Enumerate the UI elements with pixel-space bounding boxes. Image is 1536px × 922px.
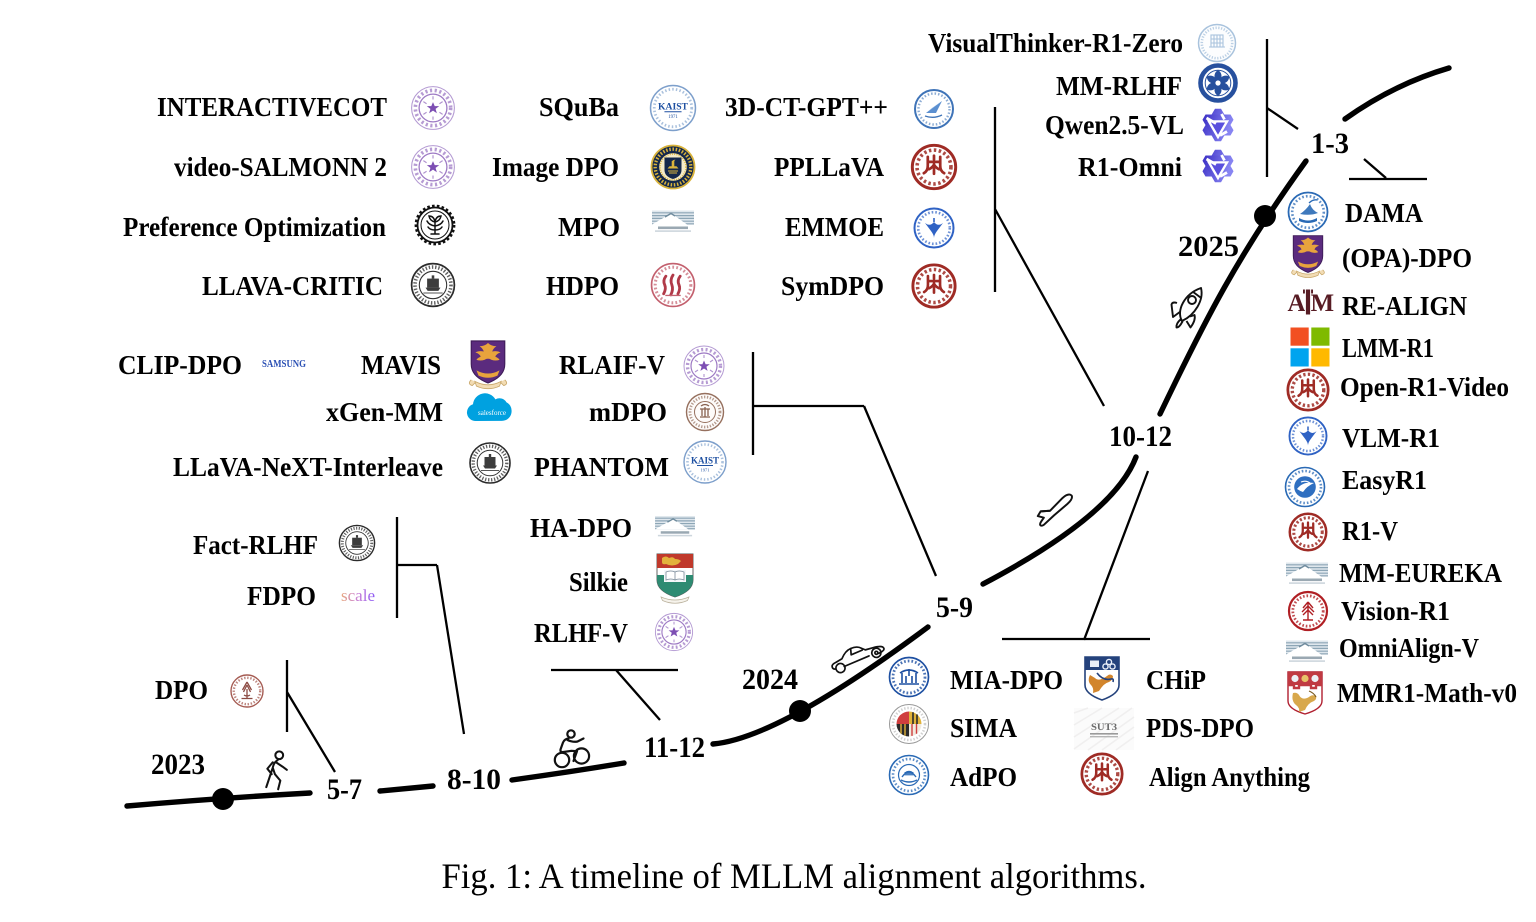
svg-text:Fact-RLHF: Fact-RLHF: [193, 530, 318, 560]
svg-text:Image DPO: Image DPO: [492, 152, 619, 182]
svg-text:PHANTOM: PHANTOM: [534, 452, 669, 482]
svg-text:Qwen2.5-VL: Qwen2.5-VL: [1045, 110, 1184, 140]
svg-text:MIA-DPO: MIA-DPO: [950, 665, 1063, 695]
svg-text:LMM-R1: LMM-R1: [1342, 333, 1434, 363]
svg-text:R1-V: R1-V: [1342, 516, 1398, 546]
svg-text:1-3: 1-3: [1311, 127, 1349, 160]
svg-text:10-12: 10-12: [1109, 420, 1172, 453]
svg-text:Fig. 1: A timeline of MLLM ali: Fig. 1: A timeline of MLLM alignment alg…: [442, 856, 1147, 896]
svg-text:R1-Omni: R1-Omni: [1078, 152, 1182, 182]
svg-text:2024: 2024: [742, 663, 798, 696]
svg-text:DAMA: DAMA: [1345, 198, 1423, 228]
svg-text:EMMOE: EMMOE: [785, 212, 884, 242]
svg-text:MAVIS: MAVIS: [361, 350, 441, 380]
svg-text:FDPO: FDPO: [247, 581, 316, 611]
svg-text:INTERACTIVECOT: INTERACTIVECOT: [157, 92, 387, 122]
svg-text:OmniAlign-V: OmniAlign-V: [1339, 633, 1479, 663]
svg-text:Silkie: Silkie: [569, 567, 628, 597]
svg-text:Vision-R1: Vision-R1: [1341, 596, 1450, 626]
svg-text:DPO: DPO: [155, 675, 208, 705]
svg-text:MM-RLHF: MM-RLHF: [1056, 71, 1182, 101]
svg-text:LLAVA-CRITIC: LLAVA-CRITIC: [202, 271, 383, 301]
svg-text:HA-DPO: HA-DPO: [530, 513, 632, 543]
svg-text:2023: 2023: [151, 748, 205, 781]
svg-text:MMR1-Math-v0: MMR1-Math-v0: [1337, 678, 1517, 708]
svg-text:(OPA)-DPO: (OPA)-DPO: [1342, 243, 1472, 273]
svg-text:5-7: 5-7: [327, 773, 362, 806]
svg-text:VisualThinker-R1-Zero: VisualThinker-R1-Zero: [928, 28, 1183, 58]
svg-text:HDPO: HDPO: [546, 271, 619, 301]
svg-text:Preference Optimization: Preference Optimization: [123, 212, 386, 242]
svg-text:3D-CT-GPT++: 3D-CT-GPT++: [725, 92, 888, 122]
svg-text:PPLLaVA: PPLLaVA: [774, 152, 884, 182]
svg-text:MM-EUREKA: MM-EUREKA: [1339, 558, 1502, 588]
svg-text:video-SALMONN 2: video-SALMONN 2: [174, 152, 387, 182]
svg-text:VLM-R1: VLM-R1: [1342, 423, 1440, 453]
svg-text:MPO: MPO: [558, 212, 620, 242]
svg-text:2025: 2025: [1178, 230, 1239, 263]
svg-text:EasyR1: EasyR1: [1342, 465, 1427, 495]
svg-text:8-10: 8-10: [447, 763, 501, 796]
svg-text:CLIP-DPO: CLIP-DPO: [118, 350, 242, 380]
svg-text:RLAIF-V: RLAIF-V: [559, 350, 665, 380]
svg-text:RLHF-V: RLHF-V: [534, 618, 628, 648]
svg-text:Open-R1-Video: Open-R1-Video: [1340, 372, 1509, 402]
svg-text:SIMA: SIMA: [950, 713, 1017, 743]
svg-text:AdPO: AdPO: [950, 762, 1017, 792]
svg-text:Align Anything: Align Anything: [1149, 762, 1310, 792]
svg-text:PDS-DPO: PDS-DPO: [1146, 713, 1254, 743]
svg-text:CHiP: CHiP: [1146, 665, 1206, 695]
svg-text:SymDPO: SymDPO: [781, 271, 884, 301]
svg-text:mDPO: mDPO: [589, 397, 667, 427]
svg-text:SQuBa: SQuBa: [539, 92, 619, 122]
svg-text:RE-ALIGN: RE-ALIGN: [1342, 291, 1467, 321]
svg-text:11-12: 11-12: [644, 731, 705, 764]
svg-text:5-9: 5-9: [936, 591, 973, 624]
svg-text:xGen-MM: xGen-MM: [326, 397, 443, 427]
svg-text:LLaVA-NeXT-Interleave: LLaVA-NeXT-Interleave: [173, 452, 443, 482]
